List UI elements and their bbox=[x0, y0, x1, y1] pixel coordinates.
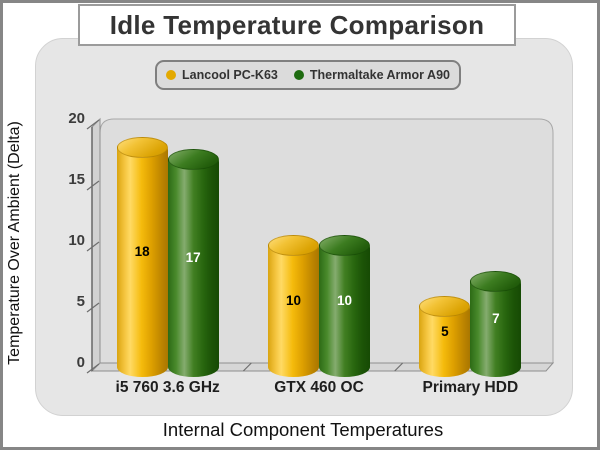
bar-cap-icon bbox=[268, 234, 319, 256]
bar-cap-icon bbox=[167, 149, 219, 171]
x-category-label: i5 760 3.6 GHz bbox=[115, 379, 220, 396]
y-tick-mark bbox=[86, 302, 100, 313]
bar-value-label: 17 bbox=[185, 250, 201, 266]
x-tick-mark bbox=[242, 362, 252, 372]
y-tick-mark bbox=[86, 180, 100, 191]
bar-cap-icon bbox=[470, 271, 522, 293]
x-tick-mark bbox=[394, 362, 404, 372]
plot-left-wall bbox=[91, 117, 101, 373]
bar-value-label: 18 bbox=[134, 244, 150, 260]
x-axis-title: Internal Component Temperatures bbox=[162, 419, 444, 440]
legend-label-thermaltake: Thermaltake Armor A90 bbox=[309, 68, 450, 82]
y-tick-label: 5 bbox=[76, 293, 85, 310]
chart-title: Idle Temperature Comparison bbox=[78, 4, 516, 46]
bar-value-label: 7 bbox=[492, 311, 500, 327]
y-tick-label: 0 bbox=[76, 354, 85, 371]
legend: Lancool PC-K63 Thermaltake Armor A90 bbox=[155, 60, 461, 90]
bar-thermaltake-armor-a90-1 bbox=[167, 159, 219, 377]
bar-lancool-pc-k63-2 bbox=[268, 245, 319, 377]
y-tick-label: 15 bbox=[68, 171, 85, 188]
bar-thermaltake-armor-a90-2 bbox=[319, 245, 370, 377]
bar-cap-icon bbox=[116, 136, 168, 158]
y-tick-label: 20 bbox=[68, 110, 85, 127]
y-tick-mark bbox=[86, 241, 100, 252]
bar-value-label: 10 bbox=[336, 293, 353, 308]
bar-lancool-pc-k63-1 bbox=[116, 147, 168, 377]
bar-value-label: 5 bbox=[441, 323, 449, 339]
legend-item-thermaltake: Thermaltake Armor A90 bbox=[293, 68, 450, 82]
chart-title-text: Idle Temperature Comparison bbox=[109, 9, 485, 40]
legend-swatch-lancool-icon bbox=[166, 70, 177, 80]
y-tick-mark bbox=[86, 119, 100, 130]
bar-thermaltake-armor-a90-3 bbox=[470, 281, 522, 377]
legend-swatch-thermaltake-icon bbox=[293, 70, 304, 80]
bar-cap-icon bbox=[419, 295, 471, 317]
bar-cap-icon bbox=[319, 234, 370, 256]
x-category-label: GTX 460 OC bbox=[274, 379, 364, 396]
legend-label-lancool: Lancool PC-K63 bbox=[182, 68, 278, 82]
bar-value-label: 10 bbox=[285, 293, 302, 308]
y-tick-mark bbox=[86, 363, 100, 374]
bar-lancool-pc-k63-3 bbox=[419, 306, 471, 377]
y-tick-label: 10 bbox=[68, 232, 85, 249]
legend-item-lancool: Lancool PC-K63 bbox=[166, 68, 278, 82]
x-category-label: Primary HDD bbox=[422, 379, 519, 396]
plot-area: 0 5 10 15 20 18 17 i5 760 3.6 GHz 10 10 GTX 460 OC… bbox=[3, 3, 597, 447]
